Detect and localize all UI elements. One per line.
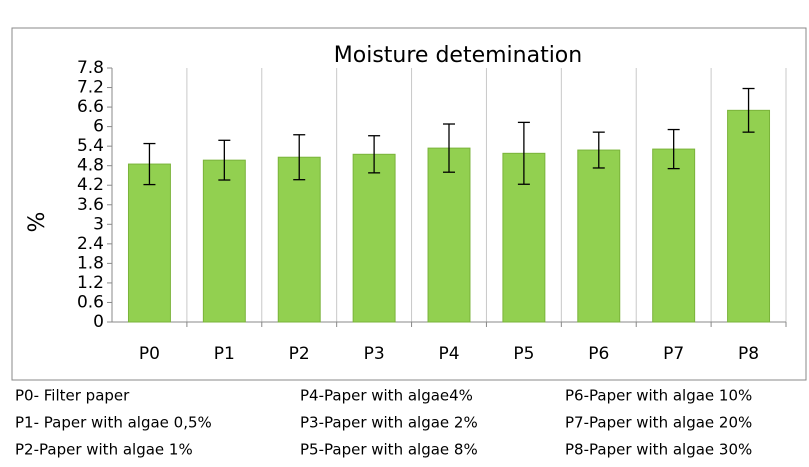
legend-note: P5-Paper with algae 8%	[300, 441, 478, 459]
error-bar	[143, 142, 156, 186]
error-bar	[742, 87, 755, 133]
x-tick-label: P3	[364, 344, 385, 364]
x-tick-label: P8	[738, 344, 759, 364]
legend-note: P1- Paper with algae 0,5%	[15, 414, 212, 432]
legend-note: P3-Paper with algae 2%	[300, 414, 478, 432]
x-tick-label: P1	[214, 344, 235, 364]
legend-note: P2-Paper with algae 1%	[15, 441, 193, 459]
error-bar	[592, 131, 605, 169]
chart-title: Moisture detemination	[334, 43, 582, 68]
bar	[727, 109, 771, 323]
bar	[202, 159, 246, 323]
y-tick-label: 0	[93, 312, 104, 332]
x-tick-label: P4	[438, 344, 459, 364]
chart-frame	[11, 27, 807, 381]
legend-note: P7-Paper with algae 20%	[565, 414, 752, 432]
y-tick-label: 1.8	[77, 253, 104, 273]
x-tick-label: P7	[663, 344, 684, 364]
bar	[352, 153, 396, 323]
error-bar	[218, 139, 231, 181]
y-tick-label: 6	[93, 117, 104, 137]
y-tick-label: 7.2	[77, 78, 104, 98]
bar	[652, 148, 696, 323]
legend-note: P4-Paper with algae4%	[300, 387, 473, 405]
x-tick-label: P0	[139, 344, 160, 364]
y-tick-label: 7.8	[77, 58, 104, 78]
legend-note: P8-Paper with algae 30%	[565, 441, 752, 459]
y-tick-label: 2.4	[77, 234, 104, 254]
y-tick-label: 3.6	[77, 195, 104, 215]
legend-note: P0- Filter paper	[15, 387, 130, 405]
y-tick-label: 4.8	[77, 156, 104, 176]
y-tick-label: 5.4	[77, 136, 104, 156]
y-tick-label: 6.6	[77, 97, 104, 117]
x-tick-label: P5	[513, 344, 534, 364]
bar	[127, 163, 171, 323]
y-tick-label: 0.6	[77, 292, 104, 312]
error-bar	[293, 134, 306, 181]
error-bar	[667, 128, 680, 170]
error-bar	[368, 135, 381, 174]
y-tick-label: 4.2	[77, 175, 104, 195]
y-tick-label: 1.2	[77, 273, 104, 293]
bar	[577, 149, 621, 323]
x-tick-label: P6	[588, 344, 609, 364]
error-bar	[517, 121, 530, 185]
error-bar	[443, 123, 455, 173]
bar	[427, 147, 471, 323]
bar	[277, 156, 321, 323]
y-axis-label: %	[25, 212, 50, 233]
x-tick-label: P2	[289, 344, 310, 364]
y-tick-label: 3	[93, 214, 104, 234]
legend-note: P6-Paper with algae 10%	[565, 387, 752, 405]
